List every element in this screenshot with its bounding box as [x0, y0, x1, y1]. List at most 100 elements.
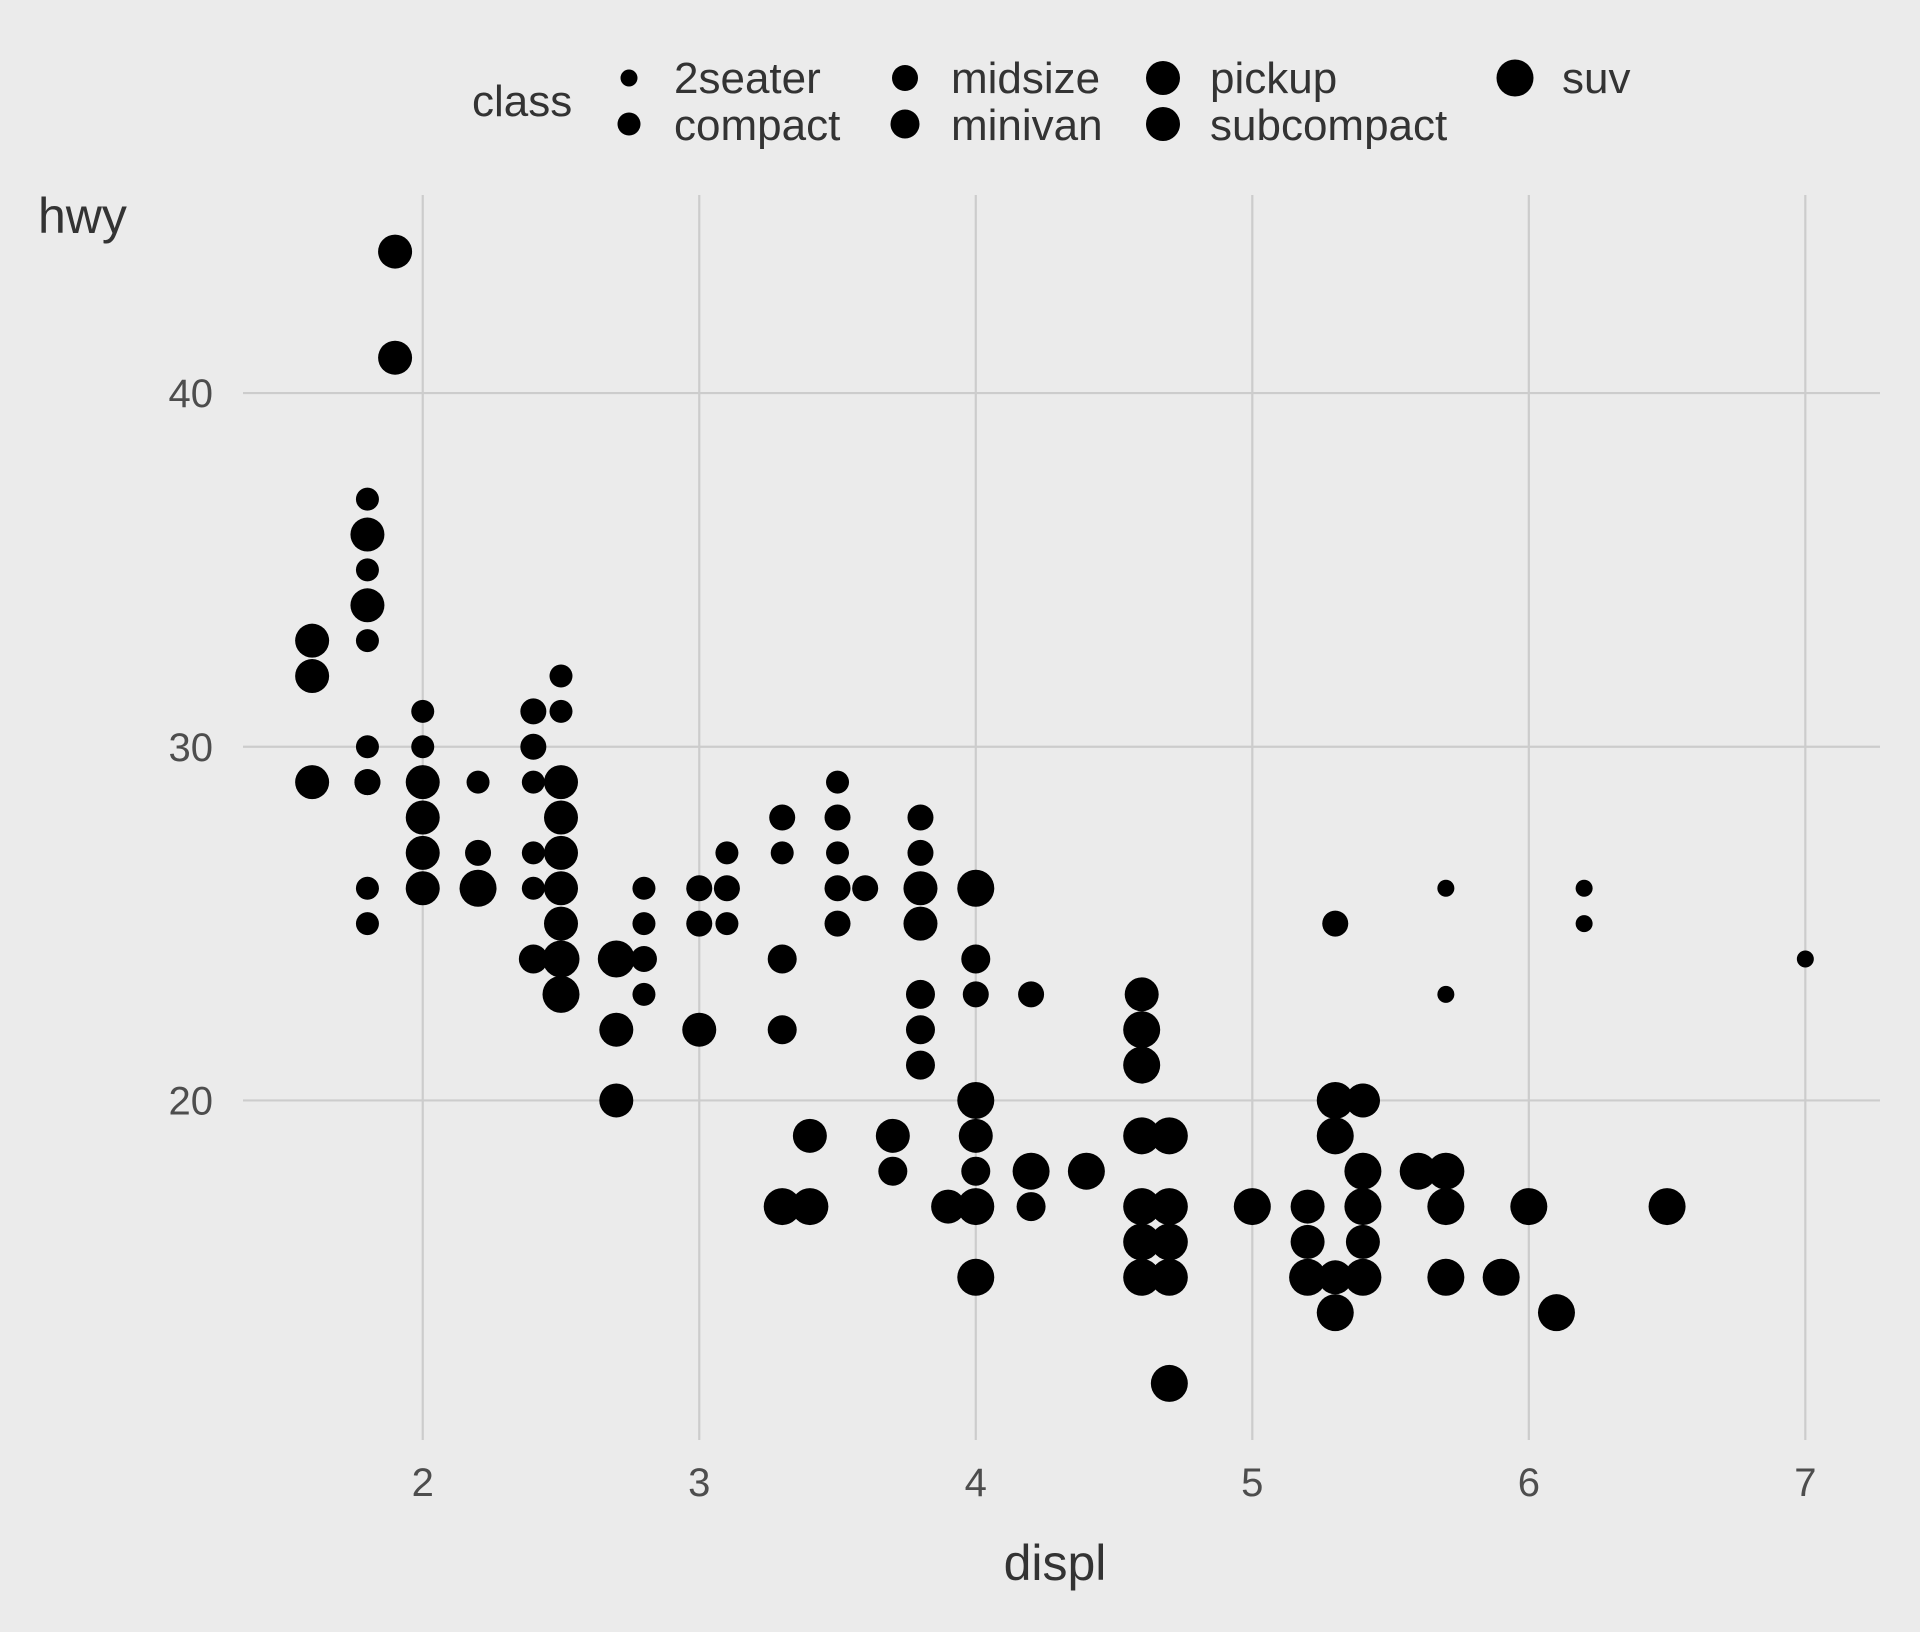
data-point-suv [1233, 1188, 1271, 1226]
data-point-subcompact [405, 765, 440, 800]
data-point-suv [597, 940, 635, 978]
data-point-suv [1399, 1152, 1437, 1190]
data-point-suv [957, 869, 995, 907]
data-point-compact [411, 699, 435, 723]
data-point-compact [521, 770, 545, 794]
data-point-pickup [931, 1189, 966, 1224]
legend-label-2seater: 2seater [674, 54, 821, 103]
data-point-subcompact [903, 871, 938, 906]
x-axis-label: displ [1004, 1535, 1107, 1591]
data-point-pickup [875, 1118, 910, 1153]
legend-title: class [472, 77, 572, 126]
legend-label-minivan: minivan [951, 101, 1103, 150]
data-point-pickup [1290, 1224, 1325, 1259]
data-point-minivan [1016, 1192, 1046, 1222]
data-point-compact [355, 487, 379, 511]
data-point-subcompact [350, 517, 385, 552]
legend-key-minivan [890, 109, 920, 139]
data-point-2seater [1575, 879, 1593, 897]
y-tick-label: 20 [169, 1079, 214, 1123]
data-point-compact [549, 699, 573, 723]
data-point-subcompact [378, 340, 413, 375]
data-point-minivan [767, 1015, 797, 1045]
data-point-minivan [905, 979, 935, 1009]
legend-key-pickup [1146, 61, 1180, 95]
data-point-suv [1123, 1188, 1161, 1226]
data-point-pickup [792, 1118, 827, 1153]
data-point-compact [355, 876, 379, 900]
data-point-compact [355, 735, 379, 759]
data-point-suv [791, 1188, 829, 1226]
data-point-compact [632, 982, 656, 1006]
data-point-subcompact [405, 800, 440, 835]
y-axis-label: hwy [38, 188, 127, 244]
data-point-midsize [852, 875, 879, 902]
data-point-2seater [1437, 985, 1455, 1003]
legend-label-compact: compact [674, 101, 840, 150]
data-point-suv [1316, 1081, 1354, 1119]
data-point-pickup [958, 1118, 993, 1153]
data-point-minivan [961, 1156, 991, 1186]
data-point-compact [770, 841, 794, 865]
data-point-midsize [1322, 910, 1349, 937]
data-point-subcompact [295, 659, 330, 694]
legend-key-midsize [892, 65, 918, 91]
data-point-suv [1537, 1294, 1575, 1332]
y-tick-label: 30 [169, 726, 214, 770]
data-point-compact [521, 841, 545, 865]
data-point-suv [957, 1188, 995, 1226]
data-point-suv [957, 1258, 995, 1296]
data-point-subcompact [543, 871, 578, 906]
legend-label-pickup: pickup [1210, 54, 1337, 103]
data-point-suv [1123, 1258, 1161, 1296]
data-point-midsize [354, 769, 381, 796]
y-tick-label: 40 [169, 372, 214, 416]
data-point-subcompact [903, 906, 938, 941]
data-point-compact [466, 770, 490, 794]
data-point-suv [1482, 1258, 1520, 1296]
data-point-midsize [962, 981, 989, 1008]
data-point-compact [411, 735, 435, 759]
data-point-suv [1344, 1152, 1382, 1190]
data-point-suv [1150, 1258, 1188, 1296]
legend-label-midsize: midsize [951, 54, 1100, 103]
data-point-compact [521, 876, 545, 900]
x-tick-label: 7 [1794, 1461, 1816, 1505]
data-point-suv [1067, 1152, 1105, 1190]
data-point-subcompact [543, 906, 578, 941]
data-point-pickup [1318, 1260, 1353, 1295]
data-point-midsize [520, 698, 547, 725]
data-point-subcompact [295, 623, 330, 658]
data-point-suv [1123, 1223, 1161, 1261]
data-point-suv [1427, 1152, 1465, 1190]
data-point-midsize [465, 839, 492, 866]
data-point-compact [715, 841, 739, 865]
x-tick-label: 3 [688, 1461, 710, 1505]
data-point-suv [1012, 1152, 1050, 1190]
data-point-pickup [599, 1083, 634, 1118]
data-point-midsize [824, 875, 851, 902]
legend-key-2seater [620, 69, 638, 87]
grid [243, 195, 1880, 1440]
data-point-suv [542, 975, 580, 1013]
data-point-suv [1150, 1223, 1188, 1261]
data-point-compact [632, 912, 656, 936]
points-layer [295, 234, 1814, 1402]
data-point-subcompact [543, 765, 578, 800]
data-point-compact [355, 912, 379, 936]
data-point-midsize [824, 910, 851, 937]
y-axis-ticks: 20 30 40 [169, 372, 214, 1123]
data-point-compact [355, 558, 379, 582]
data-point-subcompact [350, 588, 385, 623]
data-point-compact [632, 876, 656, 900]
data-point-2seater [1796, 950, 1814, 968]
data-point-compact [355, 629, 379, 653]
data-point-suv [1344, 1188, 1382, 1226]
data-point-suv [1123, 1117, 1161, 1155]
data-point-compact [549, 664, 573, 688]
data-point-subcompact [295, 765, 330, 800]
data-point-minivan [767, 944, 797, 974]
data-point-suv [459, 869, 497, 907]
